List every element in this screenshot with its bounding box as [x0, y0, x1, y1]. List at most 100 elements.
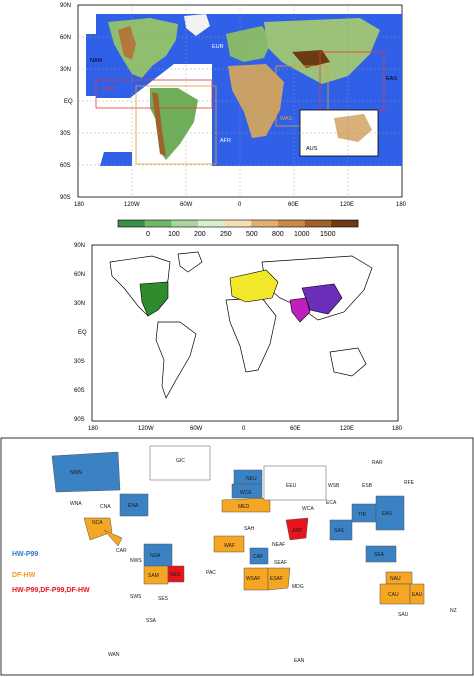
- lat-tick: 90N: [74, 243, 85, 249]
- lat-tick: 60N: [74, 272, 85, 278]
- west-asia-region: [289, 297, 311, 323]
- legend-df-hw: DF-HW: [12, 572, 36, 579]
- hazard-legend: HW-P99 DF-HW HW-P99,DF-P99,DF-HW: [12, 551, 90, 594]
- colorbar-segment: [118, 220, 145, 227]
- colorbar-tick: 1500: [320, 231, 336, 238]
- lat-tick: 60S: [74, 388, 85, 394]
- lat-ticks-panel2: 90N 60N 30N EQ 30S 60S 90S: [74, 243, 87, 423]
- region-label: NEAF: [272, 542, 285, 548]
- colorbar-segment: [224, 220, 252, 227]
- colorbar-segment: [331, 220, 359, 227]
- domain-label-cam: CAM: [102, 86, 115, 92]
- africa-outline: [225, 297, 277, 373]
- tibet-topography: [292, 50, 330, 68]
- region-label: CAR: [116, 548, 127, 554]
- colorbar-tick: 500: [246, 231, 258, 238]
- greenland-outline: [177, 251, 203, 273]
- domain-label-eur: EUR: [212, 44, 224, 50]
- region-label: SAS: [334, 528, 345, 534]
- domain-box-cam: [95, 79, 213, 109]
- lat-tick: 30N: [60, 67, 71, 73]
- lat-tick: EQ: [78, 330, 87, 336]
- region-poly-sas: [329, 519, 353, 541]
- domain-label-eas: EAS: [386, 76, 397, 82]
- region-poly-sca: [103, 529, 123, 547]
- lon-ticks-panel2: 180 120W 60W 0 60E 120E 180: [88, 426, 403, 432]
- lon-tick: 60W: [180, 202, 193, 208]
- region-label: NEU: [246, 476, 257, 482]
- colorbar-tick: 0: [146, 231, 150, 238]
- lon-tick: 180: [88, 426, 99, 432]
- lon-tick: 180: [396, 202, 407, 208]
- region-label: ESAF: [270, 576, 283, 582]
- lon-tick: 0: [238, 202, 242, 208]
- lat-tick: 60S: [60, 163, 71, 169]
- lat-tick: 90S: [74, 417, 85, 423]
- region-label: NAU: [390, 576, 401, 582]
- domain-label-afr: AFR: [220, 138, 231, 144]
- colorbar-outline: [117, 219, 359, 228]
- domain-label-was: WAS: [280, 116, 293, 122]
- region-label: EAN: [294, 658, 305, 664]
- region-label: WNA: [70, 501, 82, 507]
- lat-tick: 90N: [60, 3, 71, 9]
- region-label: WSB: [328, 483, 340, 489]
- region-label: SWS: [130, 594, 142, 600]
- lat-tick: 30S: [60, 131, 71, 137]
- region-label: WCA: [302, 506, 314, 512]
- region-poly-eau: [409, 583, 425, 605]
- region-label: NES: [170, 572, 181, 578]
- greenland-land: [184, 14, 210, 36]
- region-label: PAC: [206, 570, 216, 576]
- region-label: SAM: [148, 573, 159, 579]
- region-label: ESB: [362, 483, 373, 489]
- region-label: NWS: [130, 558, 142, 564]
- region-poly-sam: [143, 565, 169, 585]
- colorbar-tick: 100: [168, 231, 180, 238]
- lat-tick: 30N: [74, 301, 85, 307]
- region-label: ARP: [292, 528, 303, 534]
- region-label: SES: [158, 596, 169, 602]
- lat-tick: 90S: [60, 195, 71, 201]
- lat-ticks-panel1: 90N 60N 30N EQ 30S 60S 90S: [60, 3, 73, 201]
- colorbar-segment: [144, 220, 172, 227]
- region-label: CNA: [100, 504, 111, 510]
- region-label: NSA: [150, 553, 161, 559]
- colorbar-segment: [251, 220, 279, 227]
- lon-tick: 0: [242, 426, 246, 432]
- colorbar-tick: 800: [272, 231, 284, 238]
- region-label: RAR: [372, 460, 383, 466]
- europe-region: [229, 269, 279, 303]
- lon-tick: 180: [392, 426, 403, 432]
- region-polygons: [51, 445, 425, 605]
- region-label: ENA: [128, 503, 139, 509]
- australia-land-box: [334, 114, 372, 142]
- region-poly-gic: [149, 445, 211, 481]
- lon-tick: 60E: [288, 202, 299, 208]
- south-america-outline: [155, 321, 197, 399]
- region-label: EEU: [286, 483, 297, 489]
- lon-tick: 180: [74, 202, 85, 208]
- region-poly-esaf: [267, 567, 291, 591]
- colorbar-segment: [278, 220, 305, 227]
- region-label: SAU: [398, 612, 409, 618]
- region-poly-nes: [167, 565, 185, 583]
- panel-2: 90N 60N 30N EQ 30S 60S 90S 180 120W 60W …: [74, 243, 403, 432]
- lat-tick: 30S: [74, 359, 85, 365]
- domain-box-sam: [135, 85, 217, 165]
- lon-tick: 120E: [340, 202, 354, 208]
- region-label: CAU: [388, 592, 399, 598]
- lon-tick: 60W: [190, 426, 203, 432]
- region-label: NWN: [70, 470, 82, 476]
- ocean-west-strip: [86, 34, 116, 96]
- region-poly-waf: [213, 535, 245, 553]
- australia-outline: [329, 347, 367, 377]
- region-label: ECA: [326, 500, 337, 506]
- rockies-topography: [118, 26, 136, 60]
- panel-1: NAM CAM SAM EUR AFR WAS EAS AUS 90N 60N …: [60, 3, 407, 238]
- region-label: SAH: [244, 526, 255, 532]
- lon-tick: 120E: [340, 426, 354, 432]
- colorbar-tick: 200: [194, 231, 206, 238]
- region-poly-arp: [285, 517, 309, 541]
- region-label: SEAF: [274, 560, 287, 566]
